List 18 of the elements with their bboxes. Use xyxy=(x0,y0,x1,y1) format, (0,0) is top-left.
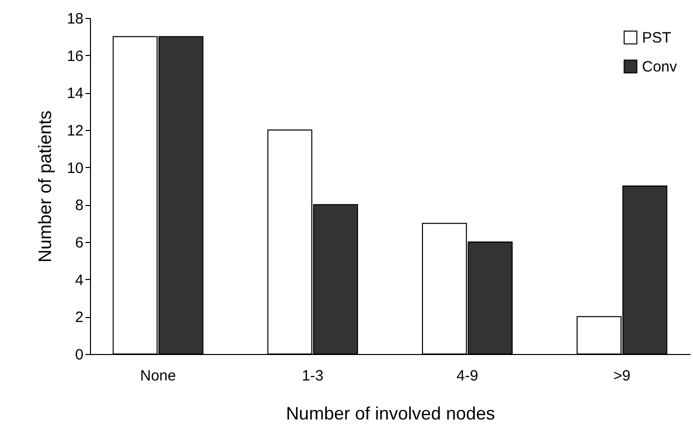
y-tick-label: 10 xyxy=(66,160,84,177)
legend-label: Conv xyxy=(642,58,678,76)
x-tick-label: None xyxy=(140,368,176,384)
y-tick-label: 2 xyxy=(75,309,84,326)
y-axis-title: Number of patients xyxy=(34,110,55,263)
y-tick-label: 18 xyxy=(66,10,84,28)
y-tick-label: 16 xyxy=(66,48,84,65)
y-tick-label: 8 xyxy=(75,197,84,214)
y-tick-label: 0 xyxy=(75,346,84,364)
y-tick-label: 14 xyxy=(66,85,84,102)
x-tick-label: 1-3 xyxy=(302,368,324,384)
y-tick-label: 4 xyxy=(75,272,84,289)
legend-label: PST xyxy=(642,30,672,46)
x-tick-label: >9 xyxy=(613,368,631,384)
x-axis-title: Number of involved nodes xyxy=(286,404,496,424)
x-tick-label: 4-9 xyxy=(456,368,478,384)
y-tick-label: 6 xyxy=(75,234,84,252)
y-tick-label: 12 xyxy=(66,122,84,140)
